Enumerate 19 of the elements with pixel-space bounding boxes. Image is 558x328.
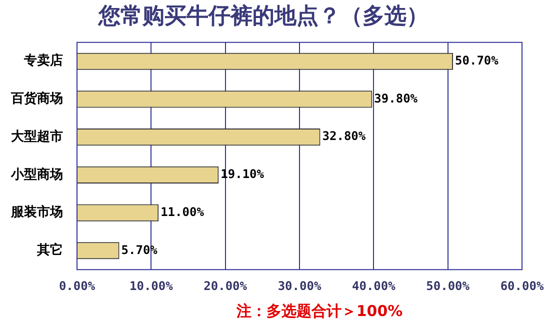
y-tick-label: 其它 — [36, 242, 63, 258]
data-label: 50.70% — [455, 53, 500, 68]
x-tick-label: 50.00% — [426, 278, 470, 293]
x-tick-label: 30.00% — [278, 278, 322, 293]
x-tick-label: 60.00% — [500, 278, 544, 293]
y-tick-label: 服装市场 — [10, 204, 63, 220]
x-tick-label: 0.00% — [58, 278, 96, 293]
x-tick-label: 40.00% — [352, 278, 396, 293]
y-tick-label: 专卖店 — [23, 52, 63, 69]
data-label: 32.80% — [322, 129, 366, 144]
x-tick-label: 20.00% — [204, 278, 248, 293]
data-label: 39.80% — [374, 91, 418, 106]
chart-title: 您常购买牛仔裤的地点？（多选） — [98, 2, 428, 29]
y-tick-label: 百货商场 — [10, 90, 63, 107]
x-tick-label: 10.00% — [129, 278, 174, 293]
text: 注：多选题合计＞100% — [235, 302, 403, 320]
data-label: 11.00% — [160, 204, 205, 219]
y-tick-label: 小型商场 — [10, 166, 63, 182]
y-tick-label: 大型超市 — [11, 128, 63, 144]
